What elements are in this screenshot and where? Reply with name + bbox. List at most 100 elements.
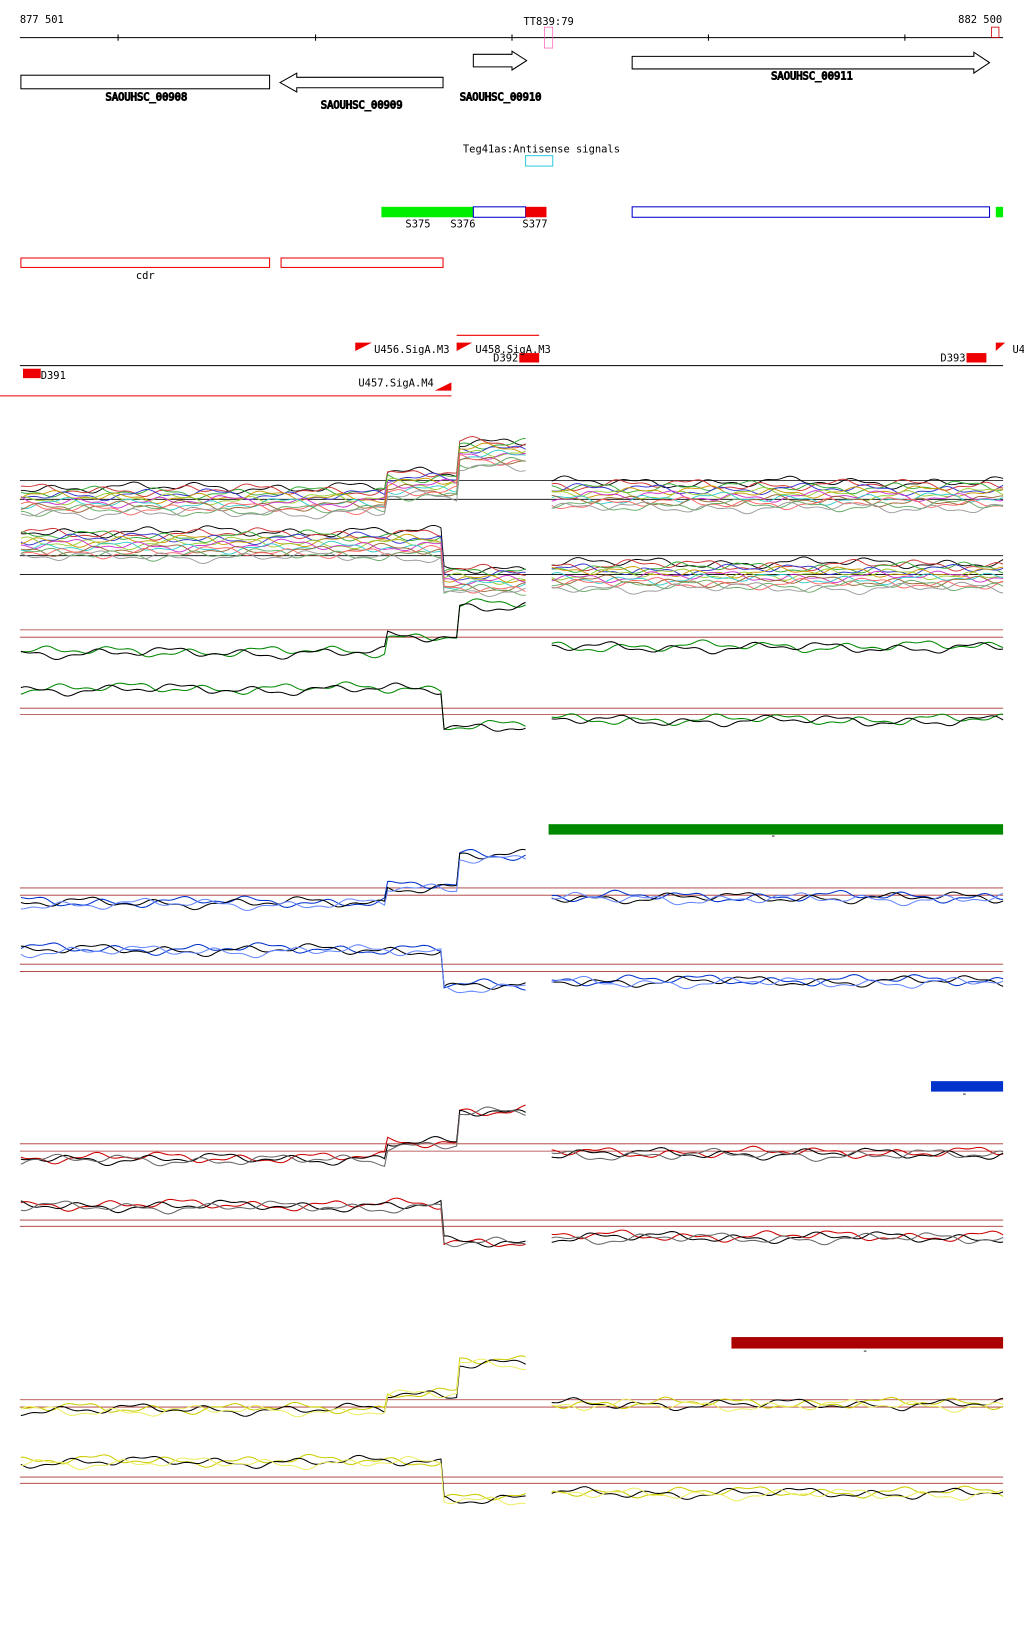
cdr: cdr: [20, 257, 444, 282]
gene-label: SAOUHSC_00909: [321, 100, 403, 112]
trace: [20, 442, 526, 504]
trace: [551, 1398, 1004, 1413]
trace: [20, 855, 526, 911]
signal-label: U456.SigA.M3: [374, 344, 449, 356]
trace: [551, 501, 1004, 515]
trace: [20, 438, 526, 495]
trace: [551, 714, 1004, 728]
trace: [20, 449, 526, 506]
trace: [551, 1486, 1004, 1500]
ruler: 877 501 TT839:79 882 500: [19, 14, 1004, 49]
trace: [20, 682, 526, 732]
trace: [551, 563, 1004, 577]
trace: [551, 1487, 1004, 1502]
segment-label: S377: [522, 219, 547, 231]
signal-label: U4: [1013, 344, 1024, 356]
segment-label: S376: [450, 219, 475, 231]
gene-label: SAOUHSC_00910: [460, 91, 542, 103]
bar-label: -: [770, 830, 776, 842]
trace: [20, 1197, 526, 1247]
trace: [20, 681, 526, 731]
trace: [20, 601, 526, 660]
ruler-start: 877 501: [20, 14, 64, 26]
trace: [20, 457, 526, 513]
signal-label: U457.SigA.M4: [358, 377, 433, 389]
trace: [551, 581, 1004, 596]
trace: [551, 487, 1004, 501]
trace: [551, 975, 1004, 990]
trace: [20, 1358, 526, 1418]
gene-label: SAOUHSC_00911: [771, 70, 853, 82]
trace: [20, 1109, 526, 1166]
cdr-label: cdr: [136, 270, 155, 282]
trace: [551, 579, 1004, 593]
trace: [551, 566, 1004, 579]
trace: [20, 452, 526, 509]
trace: [551, 568, 1004, 581]
signal-label: U458.SigA.M3: [475, 344, 550, 356]
trace: [20, 438, 526, 500]
trace: [20, 1104, 526, 1165]
trace: [551, 639, 1004, 654]
antisense-label: Teg41as:Antisense signals: [463, 144, 620, 156]
trace: [551, 889, 1004, 904]
trace: [551, 577, 1004, 591]
genes: SAOUHSC_00908 SAOUHSC_00909 SAOUHSC_0091…: [20, 50, 991, 112]
gene-label: SAOUHSC_00908: [106, 91, 188, 103]
trace: [20, 1455, 526, 1506]
trace: [551, 478, 1004, 492]
signal-label: D392: [493, 352, 518, 364]
trace: [551, 482, 1004, 497]
trace: [551, 1147, 1004, 1161]
trace: [551, 1232, 1004, 1246]
trace: [20, 848, 526, 911]
signal-label: D391: [41, 370, 66, 382]
trace: [20, 1359, 526, 1417]
trace: [20, 550, 526, 597]
trace: [551, 975, 1004, 988]
trace: [20, 1200, 526, 1248]
trace: [551, 891, 1004, 907]
trace: [551, 974, 1004, 987]
bar-label: -: [961, 1088, 967, 1100]
expression-traces: [19, 436, 1004, 1506]
trace: [20, 531, 526, 581]
trace: [20, 436, 526, 497]
trace: [20, 849, 526, 908]
trace: [20, 1106, 526, 1168]
trace: [20, 538, 526, 586]
trace: [20, 598, 526, 659]
trace: [551, 1229, 1004, 1243]
segments: S375 S376 S377: [381, 206, 1004, 231]
trace: [551, 572, 1004, 586]
signals: U456.SigA.M3 U458.SigA.M3 D392 D391 D393…: [0, 334, 1024, 397]
trace: [551, 1397, 1004, 1412]
trace: [551, 491, 1004, 506]
trace: [20, 449, 526, 511]
trace: [551, 559, 1004, 572]
signal-label: D393: [940, 352, 965, 364]
trace: [551, 713, 1004, 726]
trace: [20, 944, 526, 994]
trace: [20, 445, 526, 502]
trace: [551, 891, 1004, 905]
trace: [20, 457, 526, 517]
trace: [20, 545, 526, 594]
trace: [551, 1231, 1004, 1245]
condition-bars: - - -: [548, 824, 1004, 1357]
trace: [551, 490, 1004, 503]
trace: [20, 463, 526, 521]
trace: [20, 1355, 526, 1415]
trace: [551, 641, 1004, 655]
trace: [551, 556, 1004, 570]
trace: [551, 1147, 1004, 1162]
trace: [551, 485, 1004, 499]
bar-label: -: [862, 1345, 868, 1357]
trace: [551, 475, 1004, 490]
ruler-end: 882 500: [958, 14, 1002, 26]
antisense-box: [525, 155, 554, 167]
trace: [20, 524, 526, 574]
ruler-marker: TT839:79: [523, 16, 573, 28]
segment-label: S375: [405, 219, 430, 231]
